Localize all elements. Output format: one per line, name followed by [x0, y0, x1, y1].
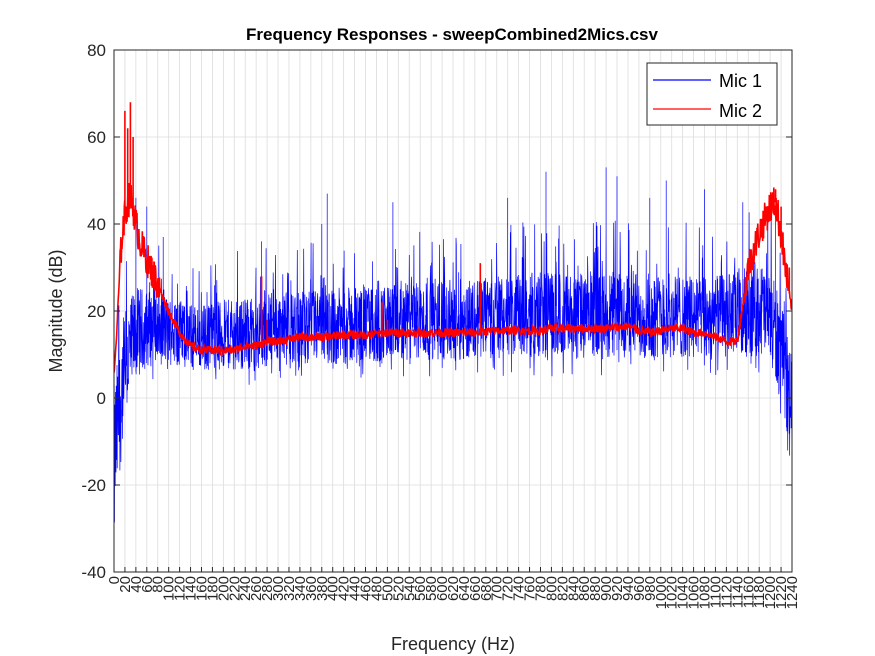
- x-tick-label: 620: [445, 576, 462, 601]
- x-tick-label: 960: [631, 576, 648, 601]
- y-tick-label: 20: [87, 302, 106, 321]
- x-tick-label: 720: [500, 576, 517, 601]
- chart-title: Frequency Responses - sweepCombined2Mics…: [246, 25, 658, 44]
- x-tick-label: 640: [456, 576, 473, 601]
- x-tick-label: 880: [587, 576, 604, 601]
- legend-label-mic-2: Mic 2: [719, 101, 762, 121]
- x-tick-label: 1060: [686, 576, 703, 609]
- y-axis-label: Magnitude (dB): [46, 249, 66, 372]
- x-axis-label: Frequency (Hz): [391, 634, 515, 654]
- x-tick-label: 560: [412, 576, 429, 601]
- x-tick-label: 1220: [773, 576, 790, 609]
- x-tick-label: 460: [358, 576, 375, 601]
- x-tick-label: 300: [270, 576, 287, 601]
- x-tick-label: 1000: [653, 576, 670, 609]
- x-tick-label: 40: [128, 576, 145, 593]
- x-tick-label: 80: [150, 576, 167, 593]
- y-tick-label: -40: [81, 563, 106, 582]
- x-tick-label: 1200: [762, 576, 779, 609]
- x-tick-label: 360: [303, 576, 320, 601]
- x-tick-label: 600: [434, 576, 451, 601]
- x-tick-label: 800: [543, 576, 560, 601]
- x-tick-label: 520: [390, 576, 407, 601]
- legend-box: [646, 62, 778, 126]
- y-tick-label: 0: [97, 389, 106, 408]
- axis-ticks: -40-200204060800204060801001201401601802…: [81, 41, 801, 609]
- x-tick-label: 400: [325, 576, 342, 601]
- x-tick-label: 420: [336, 576, 353, 601]
- x-tick-label: 1100: [707, 576, 724, 608]
- y-tick-label: 80: [87, 41, 106, 60]
- x-tick-label: 120: [172, 576, 189, 601]
- x-tick-label: 1180: [751, 576, 768, 608]
- x-tick-label: 440: [347, 576, 364, 601]
- x-tick-label: 240: [237, 576, 254, 601]
- x-tick-label: 100: [161, 576, 178, 601]
- x-tick-label: 380: [314, 576, 331, 601]
- x-tick-label: 940: [620, 576, 637, 601]
- plot-area: -40-200204060800204060801001201401601802…: [81, 41, 801, 609]
- x-tick-label: 860: [576, 576, 593, 601]
- x-tick-label: 500: [379, 576, 396, 601]
- y-tick-label: -20: [81, 476, 106, 495]
- x-tick-label: 480: [368, 576, 385, 601]
- y-tick-label: 40: [87, 215, 106, 234]
- legend-label-mic-1: Mic 1: [719, 71, 762, 91]
- x-tick-label: 920: [609, 576, 626, 601]
- series-layer: [114, 102, 792, 523]
- x-tick-label: 700: [489, 576, 506, 601]
- series-mic-2-line: [114, 102, 792, 373]
- x-tick-label: 820: [554, 576, 571, 601]
- x-tick-label: 540: [401, 576, 418, 601]
- x-tick-label: 780: [532, 576, 549, 601]
- x-tick-label: 1020: [664, 576, 681, 609]
- x-tick-label: 140: [183, 576, 200, 601]
- x-tick-label: 900: [598, 576, 615, 601]
- x-tick-label: 1160: [740, 576, 757, 608]
- x-tick-label: 260: [248, 576, 265, 601]
- x-tick-label: 1140: [729, 576, 746, 608]
- x-tick-label: 1240: [784, 576, 801, 609]
- x-tick-label: 760: [522, 576, 539, 601]
- x-tick-label: 1120: [718, 576, 735, 608]
- x-tick-label: 580: [423, 576, 440, 601]
- x-tick-label: 980: [642, 576, 659, 601]
- x-tick-label: 840: [565, 576, 582, 601]
- x-tick-label: 0: [106, 576, 123, 584]
- x-tick-label: 740: [511, 576, 528, 601]
- x-tick-label: 180: [204, 576, 221, 601]
- x-tick-label: 660: [467, 576, 484, 601]
- x-tick-label: 320: [281, 576, 298, 601]
- y-tick-label: 60: [87, 128, 106, 147]
- x-tick-label: 20: [117, 576, 134, 593]
- x-tick-label: 680: [478, 576, 495, 601]
- x-tick-label: 340: [292, 576, 309, 601]
- x-tick-label: 200: [215, 576, 232, 601]
- x-tick-label: 60: [139, 576, 156, 593]
- x-tick-label: 280: [259, 576, 276, 601]
- legend[interactable]: Mic 1 Mic 2: [646, 62, 778, 126]
- x-tick-label: 1040: [675, 576, 692, 609]
- x-tick-label: 1080: [697, 576, 714, 609]
- x-tick-label: 220: [226, 576, 243, 601]
- x-tick-label: 160: [193, 576, 210, 601]
